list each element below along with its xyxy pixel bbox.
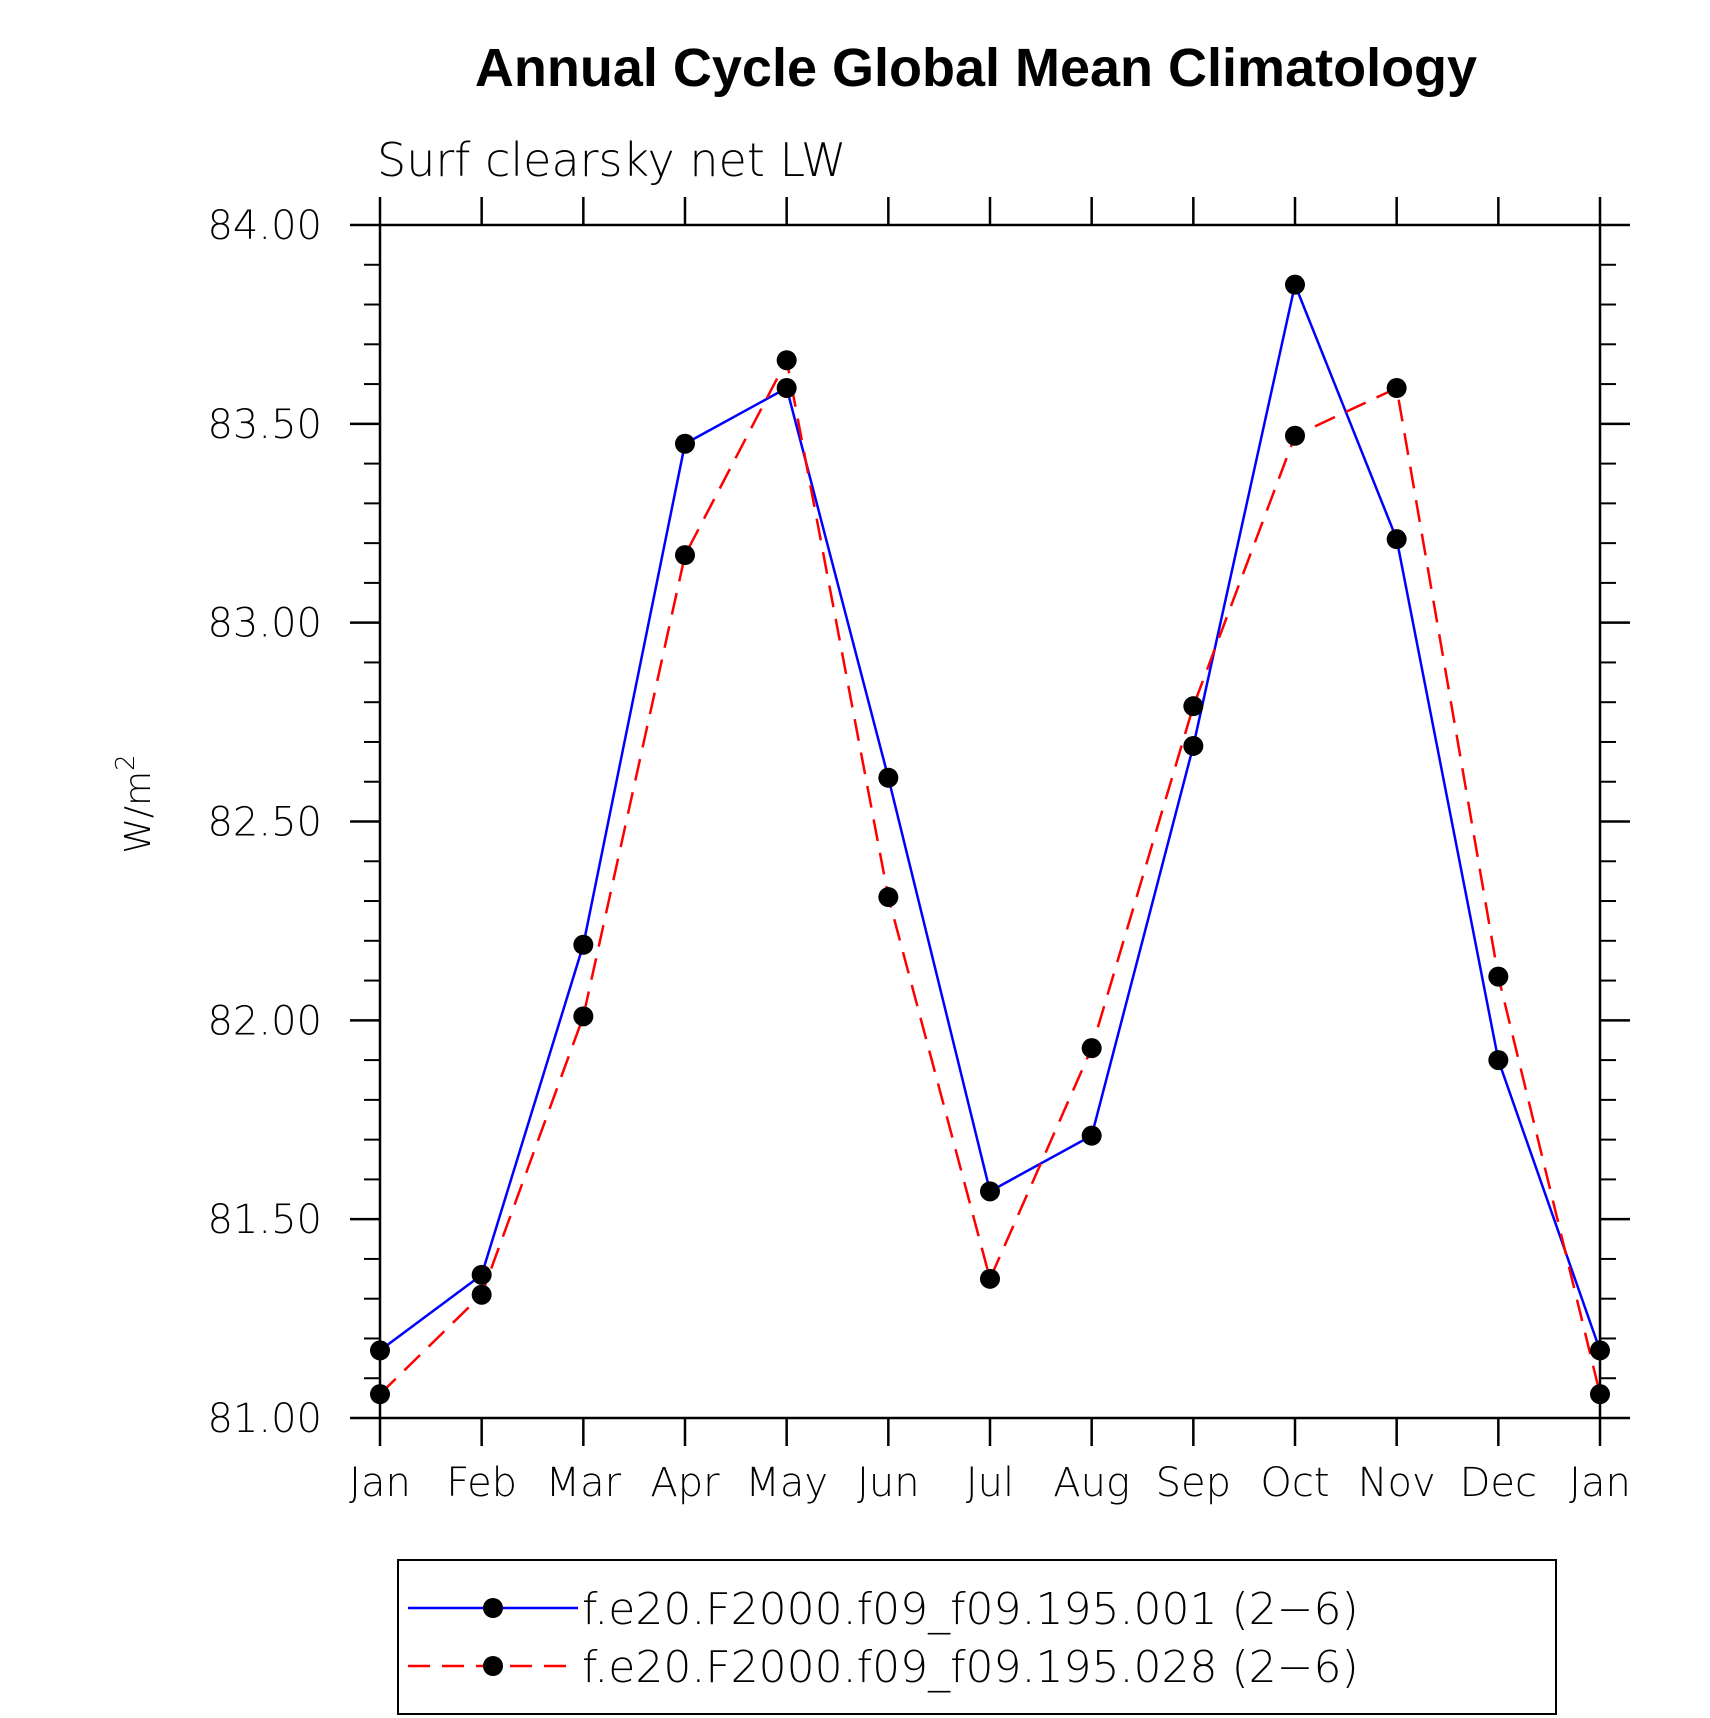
legend-marker-2 (483, 1656, 503, 1676)
x-tick-label: Apr (650, 1460, 720, 1506)
series-1-point (1590, 1340, 1610, 1361)
x-tick-label: Oct (1260, 1460, 1329, 1506)
x-tick-label: Feb (446, 1460, 517, 1506)
y-tick-label: 82.00 (207, 998, 322, 1044)
series-2-point (1386, 378, 1407, 399)
series-1-point (573, 934, 594, 955)
legend: f.e20.F2000.f09_f09.195.001 (2−6) f.e20.F… (397, 1559, 1557, 1715)
x-tick-label: Jul (966, 1460, 1014, 1506)
x-tick-label: Nov (1358, 1460, 1436, 1506)
series-2-point (471, 1284, 492, 1305)
legend-label-1: f.e20.F2000.f09_f09.195.001 (2−6) (582, 1584, 1359, 1635)
y-tick-label: 82.50 (207, 800, 322, 846)
axes: Jan Feb Mar Apr May Jun Jul Aug Sep Oct Nov Dec Jan 8… (207, 197, 1631, 1506)
y-tick-label: 83.50 (207, 402, 322, 448)
series-1-point (370, 1340, 390, 1361)
y-axis-label-superscript: 2 (111, 754, 141, 771)
x-tick-label: Aug (1053, 1460, 1130, 1506)
series-2-point (573, 1006, 594, 1027)
y-axis-label: W/m2 (111, 754, 159, 853)
series-2-point (1590, 1384, 1610, 1405)
y-tick-label: 84.00 (207, 203, 322, 249)
x-tick-label: Jan (1569, 1460, 1631, 1506)
legend-label-2: f.e20.F2000.f09_f09.195.028 (2−6) (582, 1642, 1359, 1693)
series-1-point (1081, 1125, 1102, 1146)
y-tick-label: 83.00 (207, 601, 322, 647)
legend-marker-1 (483, 1598, 503, 1618)
series-1-point (1183, 735, 1204, 756)
chart-title: Annual Cycle Global Mean Climatology (475, 38, 1477, 98)
series-2-point (980, 1268, 1000, 1289)
svg-text:W/m2: W/m2 (111, 754, 159, 853)
x-tick-label: Dec (1460, 1460, 1537, 1506)
legend-box (397, 1559, 1557, 1715)
y-axis-label-text: W/m (118, 771, 159, 854)
series-1-point (1488, 1050, 1509, 1071)
y-tick-label: 81.00 (207, 1396, 322, 1442)
x-tick-label: Jun (857, 1460, 920, 1506)
x-tick-label: Sep (1156, 1460, 1231, 1506)
series-2-point (1081, 1038, 1102, 1059)
series-2-point (675, 545, 695, 566)
series-2-point (1183, 696, 1204, 717)
series-1-point (878, 767, 899, 788)
series-1-point (1386, 529, 1407, 550)
series-2-point (370, 1384, 390, 1405)
series-1-point (675, 433, 695, 454)
x-tick-label: Mar (546, 1460, 622, 1506)
y-tick-label: 81.50 (207, 1197, 322, 1243)
series-2-point (1285, 425, 1305, 446)
series-2-point (878, 887, 899, 908)
series-2-point (776, 350, 797, 371)
chart-subtitle: Surf clearsky net LW (377, 133, 846, 187)
series-1-point (776, 378, 797, 399)
x-tick-label: Jan (349, 1460, 411, 1506)
x-tick-label: May (745, 1460, 828, 1506)
series-2-line (379, 356, 1602, 1396)
series-1-point (1285, 274, 1305, 295)
series-1-point (471, 1264, 492, 1285)
series-1-point (980, 1181, 1000, 1202)
series-layer (370, 274, 1610, 1405)
plot-frame (378, 223, 1602, 1420)
series-2-point (1488, 966, 1509, 987)
